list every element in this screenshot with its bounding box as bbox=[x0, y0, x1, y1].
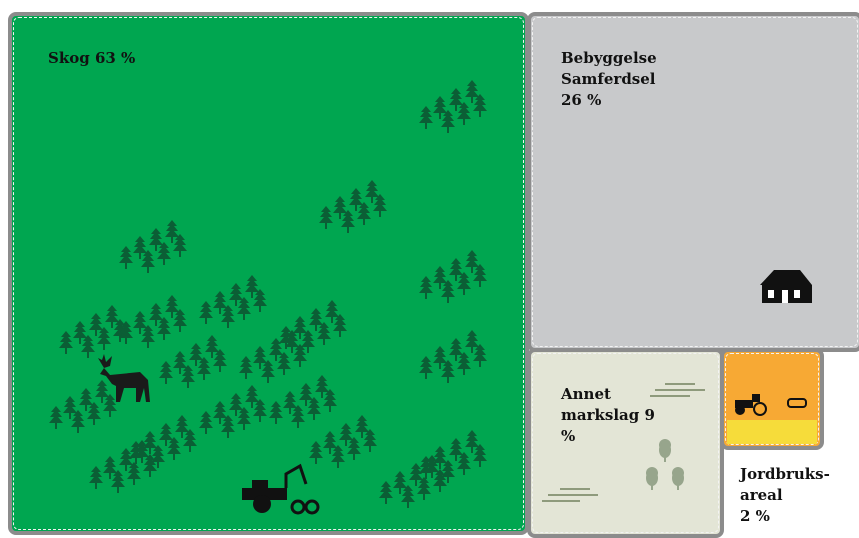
tile: Bebyggelse Samferdsel 26 % bbox=[527, 12, 859, 352]
tile: Skog 63 % bbox=[8, 12, 529, 535]
tile: Annet markslag 9 % bbox=[527, 348, 724, 538]
treemap: Skog 63 % Bebyggelse Samferdsel 26 % Anne… bbox=[0, 0, 859, 538]
category: Annet markslag bbox=[561, 385, 639, 424]
category: Skog bbox=[48, 49, 90, 67]
tile bbox=[720, 348, 824, 450]
tile-label: Skog 63 % bbox=[48, 48, 248, 69]
tile-label: Annet markslag 9 % bbox=[561, 384, 661, 447]
value-label: 63 % bbox=[95, 49, 135, 67]
category: Jordbruks-areal bbox=[740, 464, 820, 506]
value-label: 26 % bbox=[561, 91, 601, 109]
category: Bebyggelse Samferdsel bbox=[561, 49, 657, 88]
tile-label: Jordbruks-areal 2 % bbox=[740, 464, 830, 527]
value-label: 2 % bbox=[740, 507, 770, 525]
